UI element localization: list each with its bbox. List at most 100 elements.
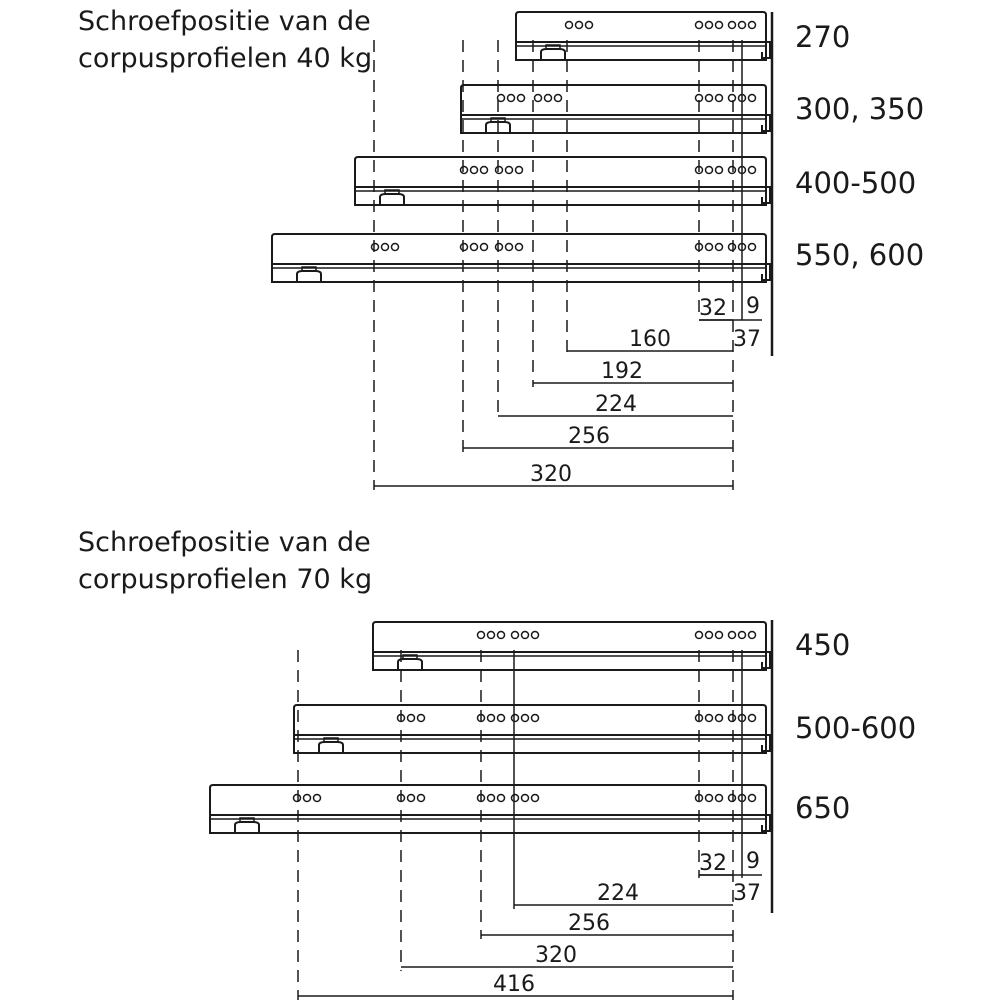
screw-hole-icon xyxy=(533,93,543,103)
screw-hole-icon xyxy=(747,630,757,640)
dimension-label: 37 xyxy=(733,881,761,906)
screw-hole-icon xyxy=(510,630,520,640)
screw-hole-icon xyxy=(530,793,540,803)
release-lever-icon xyxy=(540,48,566,59)
release-lever-tab xyxy=(545,44,561,50)
screw-hole-icon xyxy=(406,713,416,723)
release-lever-icon xyxy=(234,821,260,832)
rail-hook xyxy=(761,263,771,281)
screw-hole-icon xyxy=(727,93,737,103)
screw-hole-icon xyxy=(747,793,757,803)
dimension-label: 224 xyxy=(595,392,637,417)
screw-hole-icon xyxy=(514,242,524,252)
dimension-label: 160 xyxy=(629,327,671,352)
release-lever-icon xyxy=(379,193,405,204)
screw-hole-icon xyxy=(292,793,302,803)
dimension-label: 32 xyxy=(699,296,727,321)
section-70kg-title: Schroefpositie van de corpusprofielen 70… xyxy=(78,524,372,598)
screw-hole-icon xyxy=(727,630,737,640)
dimension-label: 256 xyxy=(568,424,610,449)
dimension-label: 32 xyxy=(699,851,727,876)
profile-length-label: 300, 350 xyxy=(795,92,925,126)
screw-hole-icon xyxy=(479,165,489,175)
dimension-label: 192 xyxy=(601,359,643,384)
screw-hole-icon xyxy=(714,165,724,175)
screw-hole-icon xyxy=(516,93,526,103)
screw-hole-icon xyxy=(390,242,400,252)
screw-hole-icon xyxy=(494,165,504,175)
title-line-1: Schroefpositie van de xyxy=(78,527,371,558)
screw-hole-icon xyxy=(530,630,540,640)
dimension-label: 37 xyxy=(733,327,761,352)
screw-hole-icon xyxy=(747,165,757,175)
screw-hole-icon xyxy=(486,793,496,803)
screw-hole-icon xyxy=(312,793,322,803)
profile-body xyxy=(209,784,767,833)
screw-hole-icon xyxy=(727,20,737,30)
profile-rail xyxy=(271,263,767,283)
profile-length-label: 270 xyxy=(795,20,851,54)
screw-hole-icon xyxy=(302,793,312,803)
profile-rail xyxy=(460,114,767,134)
screw-hole-icon xyxy=(704,793,714,803)
screw-hole-icon xyxy=(459,242,469,252)
screw-hole-icon xyxy=(714,20,724,30)
title-line-1: Schroefpositie van de xyxy=(78,6,371,37)
screw-hole-icon xyxy=(714,713,724,723)
screw-hole-icon xyxy=(520,630,530,640)
screw-hole-icon xyxy=(504,242,514,252)
screw-hole-icon xyxy=(543,93,553,103)
screw-hole-icon xyxy=(747,93,757,103)
release-lever-tab xyxy=(384,189,400,195)
screw-hole-icon xyxy=(727,242,737,252)
screw-hole-icon xyxy=(479,242,489,252)
screw-hole-icon xyxy=(486,713,496,723)
screw-hole-icon xyxy=(704,713,714,723)
screw-hole-icon xyxy=(704,93,714,103)
profile-length-label: 550, 600 xyxy=(795,238,925,272)
screw-hole-icon xyxy=(510,793,520,803)
screw-hole-icon xyxy=(704,630,714,640)
screw-hole-icon xyxy=(476,630,486,640)
screw-hole-icon xyxy=(727,793,737,803)
release-lever-tab xyxy=(301,266,317,272)
rail-hook xyxy=(761,186,771,204)
profile-rail xyxy=(515,41,767,61)
profile-rail xyxy=(372,651,767,671)
release-lever-tab xyxy=(402,654,418,660)
screw-hole-icon xyxy=(530,713,540,723)
profile-body xyxy=(293,704,767,753)
screw-hole-icon xyxy=(416,793,426,803)
screw-hole-icon xyxy=(727,713,737,723)
screw-hole-icon xyxy=(496,93,506,103)
screw-hole-icon xyxy=(520,713,530,723)
screw-hole-icon xyxy=(406,793,416,803)
release-lever-icon xyxy=(296,270,322,281)
profile-length-label: 650 xyxy=(795,791,851,825)
screw-hole-icon xyxy=(714,630,724,640)
profile-body xyxy=(372,621,767,670)
dimension-label: 416 xyxy=(493,972,535,997)
rail-hook xyxy=(761,814,771,832)
screw-hole-icon xyxy=(714,793,724,803)
screw-hole-icon xyxy=(486,630,496,640)
screw-hole-icon xyxy=(714,93,724,103)
screw-hole-icon xyxy=(704,242,714,252)
screw-hole-icon xyxy=(469,242,479,252)
rail-hook xyxy=(761,114,771,132)
profile-length-label: 450 xyxy=(795,628,851,662)
profile-length-label: 400-500 xyxy=(795,166,917,200)
profile-rail xyxy=(293,734,767,754)
profile-rail xyxy=(354,186,767,206)
screw-hole-icon xyxy=(737,20,747,30)
screw-hole-icon xyxy=(564,20,574,30)
profile-body xyxy=(515,11,767,60)
screw-hole-icon xyxy=(416,713,426,723)
screw-hole-icon xyxy=(747,713,757,723)
screw-hole-icon xyxy=(380,242,390,252)
dimension-label: 224 xyxy=(597,881,639,906)
screw-hole-icon xyxy=(370,242,380,252)
screw-hole-icon xyxy=(510,713,520,723)
screw-hole-icon xyxy=(727,165,737,175)
